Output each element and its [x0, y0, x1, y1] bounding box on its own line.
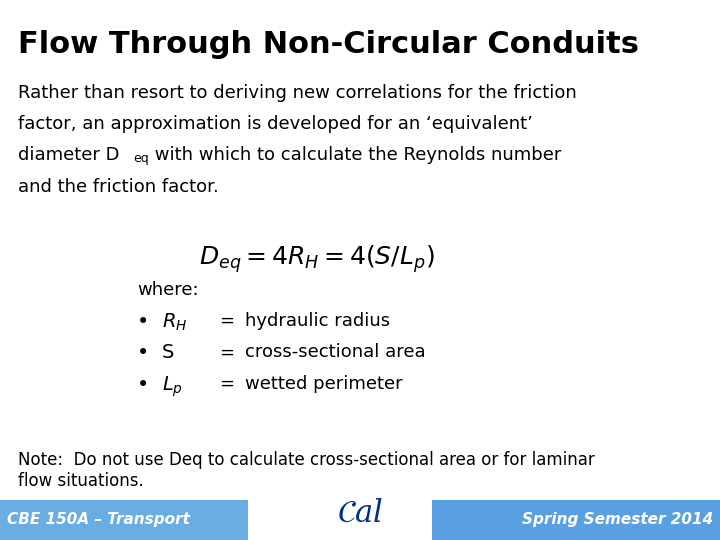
Text: Flow Through Non-Circular Conduits: Flow Through Non-Circular Conduits — [18, 30, 639, 59]
Bar — [0, 500, 248, 540]
Text: •: • — [137, 343, 149, 363]
Text: factor, an approximation is developed for an ‘equivalent’: factor, an approximation is developed fo… — [18, 115, 533, 133]
Text: cross-sectional area: cross-sectional area — [245, 343, 426, 361]
Bar — [432, 500, 720, 540]
Text: $D_{eq} = 4R_{H} = 4\left(S/L_p\right)$: $D_{eq} = 4R_{H} = 4\left(S/L_p\right)$ — [199, 243, 435, 275]
Text: eq: eq — [133, 152, 149, 165]
Text: where:: where: — [137, 281, 199, 299]
Text: $R_H$: $R_H$ — [162, 312, 187, 333]
Text: and the friction factor.: and the friction factor. — [18, 178, 219, 195]
Text: •: • — [137, 312, 149, 332]
Text: •: • — [137, 375, 149, 395]
Text: =: = — [220, 343, 235, 361]
Text: Rather than resort to deriving new correlations for the friction: Rather than resort to deriving new corre… — [18, 84, 577, 102]
Text: Spring Semester 2014: Spring Semester 2014 — [521, 512, 713, 527]
Text: $\mathcal{C}$al: $\mathcal{C}$al — [337, 497, 383, 529]
Text: =: = — [220, 312, 235, 330]
Text: Note:  Do not use Deq to calculate cross-sectional area or for laminar
flow situ: Note: Do not use Deq to calculate cross-… — [18, 451, 595, 490]
Text: hydraulic radius: hydraulic radius — [245, 312, 390, 330]
Text: $L_p$: $L_p$ — [162, 375, 183, 399]
Text: S: S — [162, 343, 174, 362]
Text: CBE 150A – Transport: CBE 150A – Transport — [7, 512, 190, 527]
Text: diameter D: diameter D — [18, 146, 120, 164]
Text: =: = — [220, 375, 235, 393]
Text: with which to calculate the Reynolds number: with which to calculate the Reynolds num… — [149, 146, 562, 164]
Text: wetted perimeter: wetted perimeter — [245, 375, 402, 393]
